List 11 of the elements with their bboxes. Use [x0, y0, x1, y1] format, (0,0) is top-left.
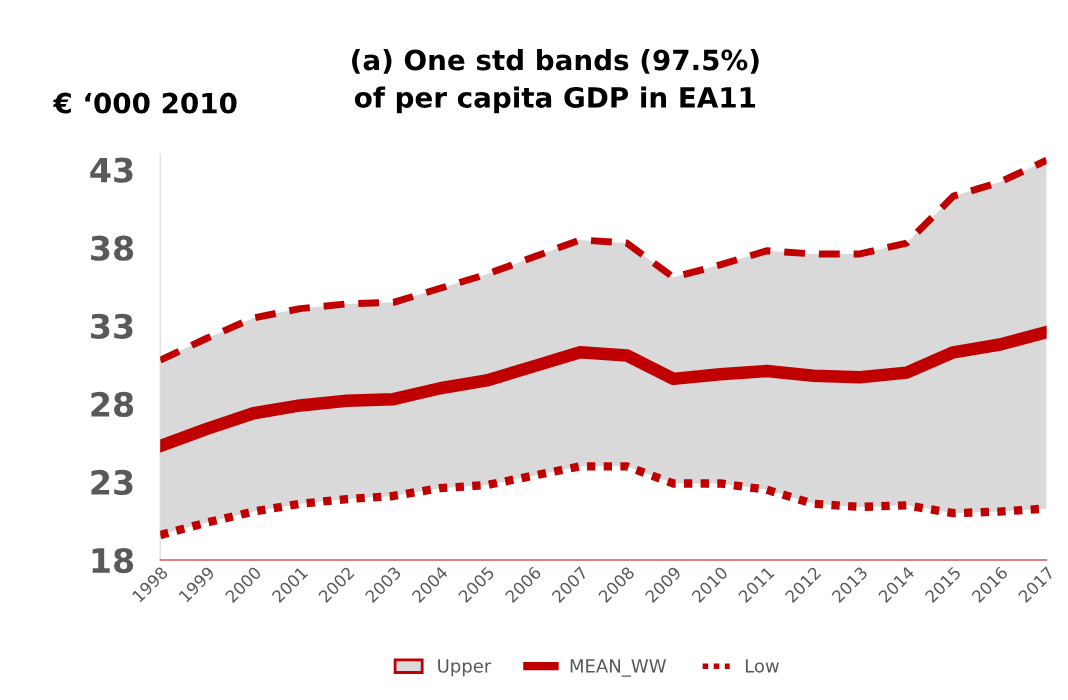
y-tick-label: 28: [91, 391, 134, 417]
y-axis-title: € ‘000 2010: [52, 92, 237, 114]
legend-label: Low: [745, 659, 779, 673]
legend-label: MEAN_WW: [570, 659, 666, 677]
y-tick-label: 18: [92, 547, 134, 574]
legend-label: Upper: [438, 659, 492, 677]
y-tick-label: 33: [91, 313, 133, 339]
y-tick-label: 43: [90, 157, 133, 183]
chart-title: (a) One std bands (97.5%) of per capita GDP in EA11: [352, 49, 759, 114]
y-tick-label: 23: [91, 469, 133, 496]
y-tick-label: 38: [91, 235, 134, 261]
